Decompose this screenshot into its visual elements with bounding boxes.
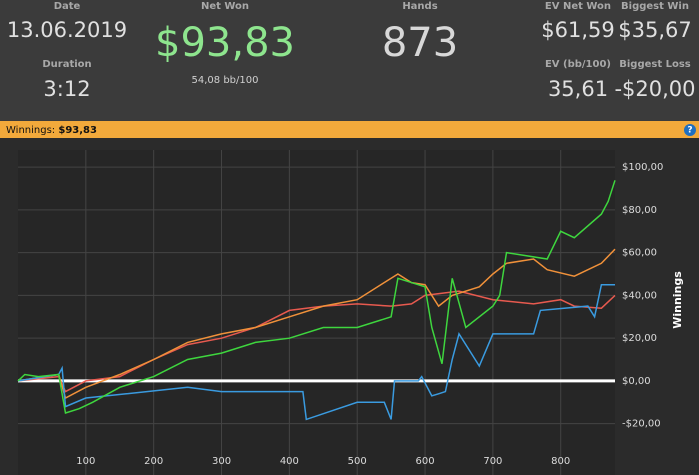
stat-label: EV Net Won	[545, 1, 611, 12]
plot-area	[18, 150, 615, 475]
x-tick-label: 400	[280, 456, 299, 467]
y-tick-label: $20,00	[622, 333, 657, 344]
x-tick-label: 200	[144, 456, 163, 467]
tab-label: Winnings: $93,83	[6, 125, 97, 136]
stat-value: $35,67	[618, 18, 691, 42]
help-icon[interactable]: ?	[687, 126, 692, 136]
stat-value: $61,59	[541, 18, 614, 42]
header-panel	[0, 0, 699, 121]
series-line	[17, 248, 616, 400]
y-tick-label: $60,00	[622, 248, 657, 259]
stat-label: Biggest Loss	[619, 59, 691, 70]
y-tick-label: -$20,00	[622, 419, 661, 430]
x-tick-label: 600	[415, 456, 434, 467]
stat-value: -$20,00	[614, 77, 695, 101]
stat-label: Hands	[402, 1, 437, 12]
tab-bar	[0, 121, 699, 138]
x-tick-label: 300	[212, 456, 231, 467]
x-tick-label: 500	[348, 456, 367, 467]
stat-sub: 54,08 bb/100	[192, 75, 259, 86]
x-tick-label: 100	[76, 456, 95, 467]
stat-label: Biggest Win	[621, 1, 689, 12]
stat-value: 3:12	[43, 77, 90, 101]
stat-label: Date	[54, 1, 81, 12]
stat-label: Net Won	[201, 1, 249, 12]
stat-label: Duration	[42, 59, 91, 70]
tab-label: Winnings:	[6, 125, 55, 136]
x-tick-label: 700	[483, 456, 502, 467]
stat-label: EV (bb/100)	[545, 59, 611, 70]
series-line	[17, 283, 615, 421]
x-tick-label: 800	[551, 456, 570, 467]
y-tick-label: $40,00	[622, 290, 657, 301]
series-line	[17, 290, 616, 393]
series-line	[17, 180, 616, 414]
stat-value: 13.06.2019	[7, 18, 127, 42]
tab-value: $93,83	[58, 125, 97, 136]
stat-value: 35,61	[548, 77, 608, 101]
help-button[interactable]	[684, 124, 696, 136]
stat-value: $93,83	[155, 20, 295, 66]
plot: -$20,00 $0,00 $20,00 $40,00 $60,00 $80,00 $100…	[17, 150, 663, 475]
y-tick-label: $100,00	[622, 162, 663, 173]
y-tick-label: $80,00	[622, 205, 657, 216]
y-axis-label: Winnings	[671, 271, 684, 329]
y-tick-label: $0,00	[622, 376, 651, 387]
stat-value: 873	[382, 20, 458, 66]
